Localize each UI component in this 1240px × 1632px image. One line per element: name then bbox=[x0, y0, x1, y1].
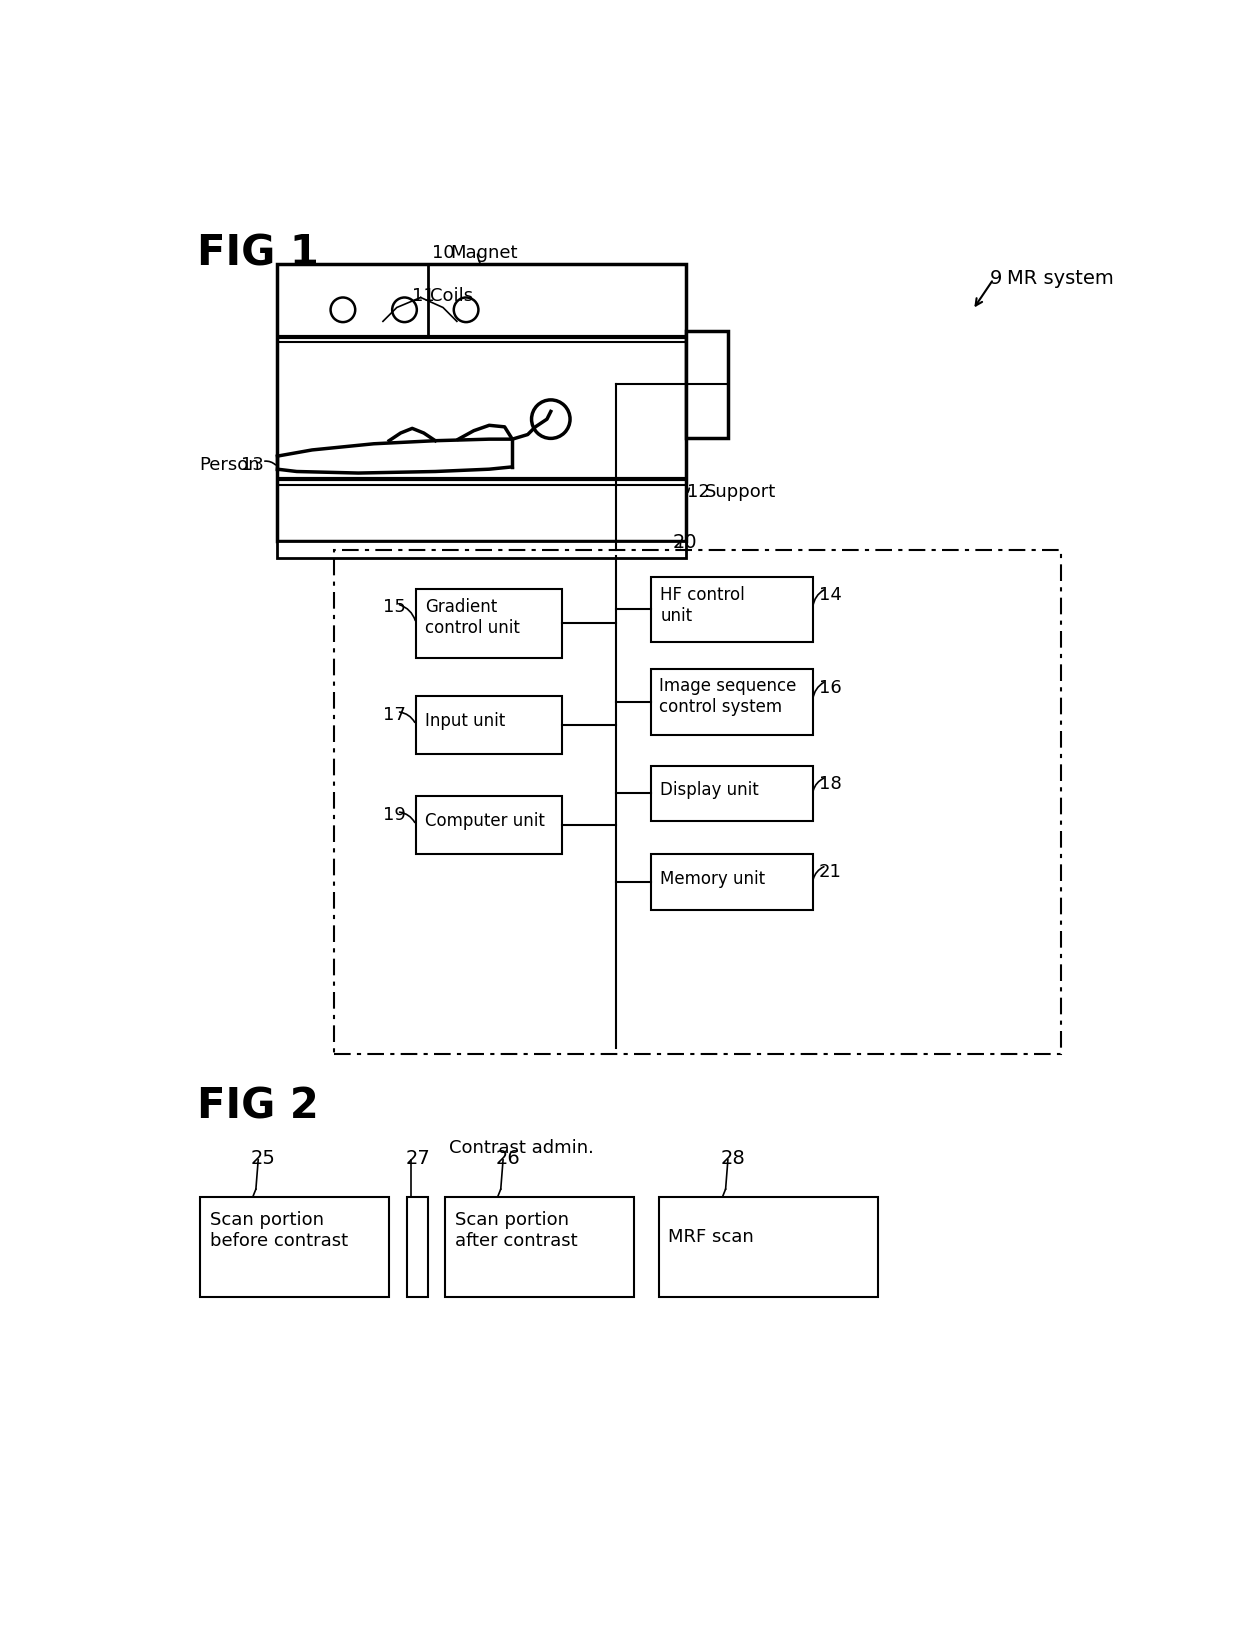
Text: Gradient
control unit: Gradient control unit bbox=[425, 597, 520, 636]
Text: 16: 16 bbox=[818, 679, 842, 697]
Bar bbox=[651, 578, 812, 643]
Text: 9: 9 bbox=[990, 269, 1002, 287]
Bar bbox=[651, 765, 812, 821]
Bar bbox=[334, 550, 1061, 1054]
Text: 27: 27 bbox=[405, 1149, 430, 1169]
Text: 25: 25 bbox=[250, 1149, 275, 1169]
Text: Memory unit: Memory unit bbox=[660, 870, 765, 888]
Bar bbox=[651, 854, 812, 909]
Text: 17: 17 bbox=[383, 705, 405, 723]
Bar bbox=[278, 264, 686, 540]
Bar bbox=[417, 697, 563, 754]
Bar bbox=[417, 589, 563, 658]
Text: Input unit: Input unit bbox=[425, 712, 506, 730]
Text: Scan portion
before contrast: Scan portion before contrast bbox=[210, 1211, 347, 1250]
Text: MRF scan: MRF scan bbox=[668, 1227, 754, 1245]
Text: Contrast admin.: Contrast admin. bbox=[449, 1139, 594, 1157]
Text: FIG 1: FIG 1 bbox=[197, 233, 319, 274]
Text: 12: 12 bbox=[687, 483, 711, 501]
Text: Image sequence
control system: Image sequence control system bbox=[658, 677, 796, 716]
Text: Display unit: Display unit bbox=[660, 782, 759, 800]
Text: 18: 18 bbox=[818, 775, 842, 793]
Text: 20: 20 bbox=[672, 534, 697, 552]
Text: 13: 13 bbox=[242, 455, 264, 475]
Text: Scan portion
after contrast: Scan portion after contrast bbox=[455, 1211, 577, 1250]
Text: 26: 26 bbox=[495, 1149, 520, 1169]
Bar bbox=[278, 540, 686, 558]
Text: 10: 10 bbox=[433, 245, 455, 263]
Text: Coils: Coils bbox=[430, 287, 472, 305]
Bar bbox=[651, 669, 812, 734]
Text: 28: 28 bbox=[720, 1149, 745, 1169]
Text: MR system: MR system bbox=[1007, 269, 1115, 287]
Bar bbox=[407, 1196, 428, 1297]
Bar bbox=[445, 1196, 634, 1297]
Text: Support: Support bbox=[704, 483, 776, 501]
Text: FIG 2: FIG 2 bbox=[197, 1085, 319, 1128]
Bar bbox=[686, 331, 728, 439]
Text: 14: 14 bbox=[818, 586, 842, 604]
Text: Person: Person bbox=[198, 455, 259, 475]
Text: 21: 21 bbox=[818, 863, 842, 881]
Text: Computer unit: Computer unit bbox=[425, 811, 546, 829]
Bar bbox=[658, 1196, 878, 1297]
Bar bbox=[417, 796, 563, 854]
Text: Magnet: Magnet bbox=[450, 245, 518, 263]
Bar bbox=[201, 1196, 389, 1297]
Text: 15: 15 bbox=[383, 597, 405, 615]
Text: 19: 19 bbox=[383, 806, 405, 824]
Text: HF control
unit: HF control unit bbox=[660, 586, 745, 625]
Text: 11: 11 bbox=[412, 287, 435, 305]
